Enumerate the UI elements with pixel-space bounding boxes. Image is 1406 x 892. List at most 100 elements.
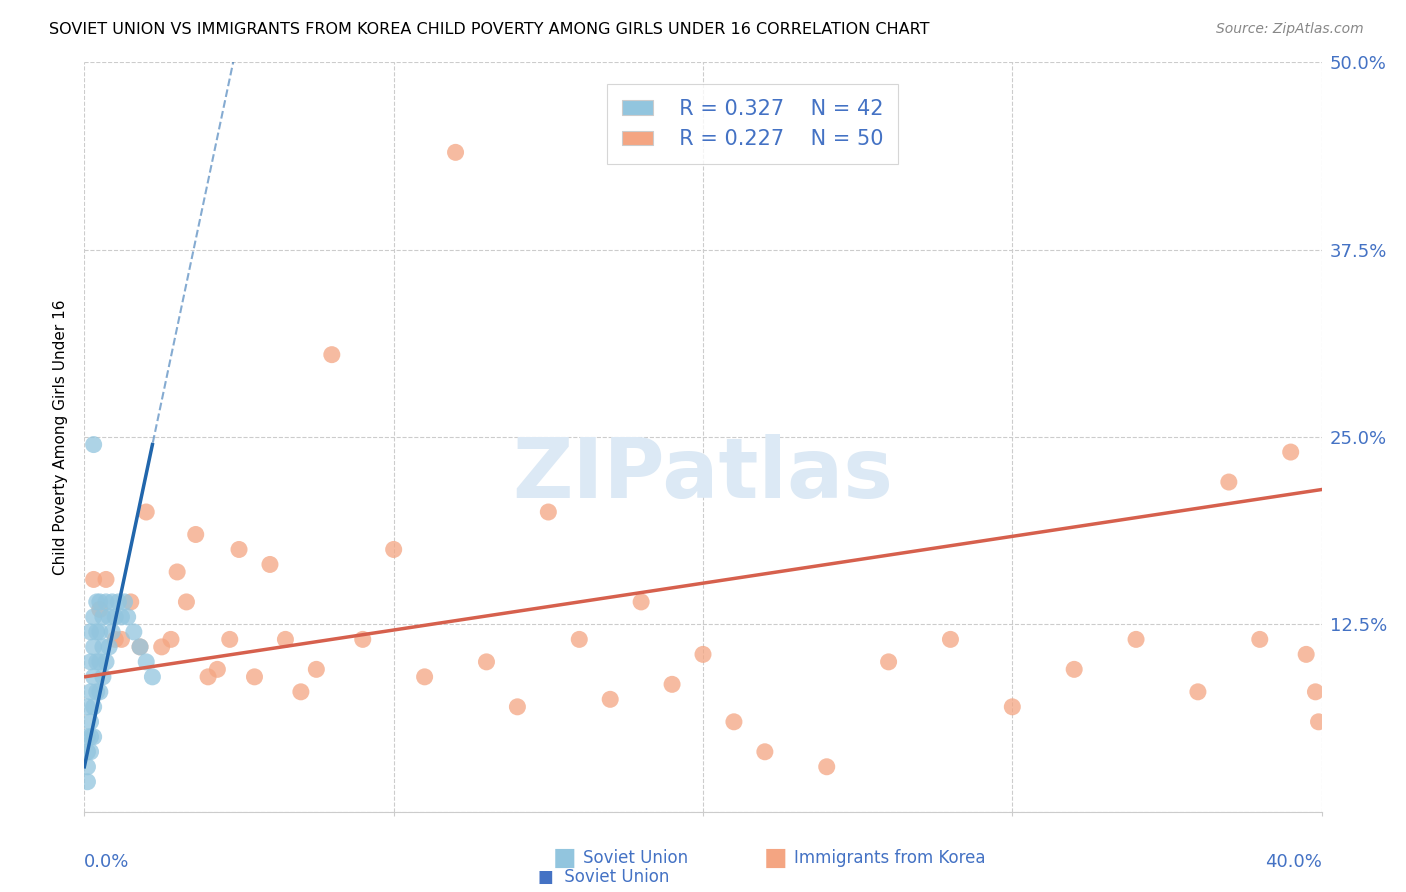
Point [184,527,207,541]
Point [94,573,117,587]
Point [91,640,114,654]
Point [274,632,297,647]
Point [83,730,105,744]
Point [1218,475,1240,489]
Point [79,745,101,759]
Point [117,610,139,624]
Point [91,670,114,684]
Point [104,610,127,624]
Text: 40.0%: 40.0% [1265,853,1322,871]
Text: Soviet Union: Soviet Union [583,849,689,867]
Point [94,595,117,609]
Point [79,714,101,729]
Point [79,685,101,699]
Point [89,685,111,699]
Point [321,348,343,362]
Point [135,505,157,519]
Point [352,632,374,647]
Point [141,670,163,684]
Point [723,714,745,729]
Point [1063,662,1085,676]
Point [76,760,98,774]
Point [98,640,121,654]
Point [120,595,142,609]
Point [207,662,229,676]
Point [1187,685,1209,699]
Point [692,648,714,662]
Point [122,624,145,639]
Point [537,505,560,519]
Point [91,610,114,624]
Point [89,602,111,616]
Text: Immigrants from Korea: Immigrants from Korea [794,849,986,867]
Point [1305,685,1327,699]
Point [83,573,105,587]
Point [382,542,405,557]
Point [98,610,121,624]
Point [568,632,591,647]
Point [150,640,173,654]
Point [1125,632,1147,647]
Point [79,730,101,744]
Text: ZIPatlas: ZIPatlas [513,434,893,515]
Point [599,692,621,706]
Point [104,632,127,647]
Point [259,558,281,572]
Point [83,437,105,451]
Point [114,595,136,609]
Text: ■  Soviet Union: ■ Soviet Union [538,868,669,886]
Point [129,640,152,654]
Point [94,655,117,669]
Point [129,640,152,654]
Point [630,595,652,609]
Legend:   R = 0.327    N = 42,   R = 0.227    N = 50: R = 0.327 N = 42, R = 0.227 N = 50 [607,84,897,163]
Point [89,595,111,609]
Point [160,632,183,647]
Point [101,595,124,609]
Point [110,610,132,624]
Point [79,655,101,669]
Point [243,670,266,684]
Point [877,655,900,669]
Y-axis label: Child Poverty Among Girls Under 16: Child Poverty Among Girls Under 16 [53,300,69,574]
Point [1308,714,1330,729]
Point [197,670,219,684]
Point [754,745,776,759]
Point [413,670,436,684]
Point [83,610,105,624]
Text: ■: ■ [763,847,787,870]
Point [76,745,98,759]
Point [135,655,157,669]
Point [1279,445,1302,459]
Point [89,624,111,639]
Point [86,595,108,609]
Point [86,685,108,699]
Point [218,632,240,647]
Point [290,685,312,699]
Point [305,662,328,676]
Point [76,774,98,789]
Point [86,624,108,639]
Text: ■: ■ [553,847,576,870]
Point [1001,699,1024,714]
Point [83,699,105,714]
Point [444,145,467,160]
Point [83,640,105,654]
Text: 0.0%: 0.0% [84,853,129,871]
Point [506,699,529,714]
Point [107,595,129,609]
Point [89,655,111,669]
Point [166,565,188,579]
Point [101,624,124,639]
Point [83,670,105,684]
Point [76,699,98,714]
Point [76,730,98,744]
Point [1295,648,1317,662]
Point [475,655,498,669]
Point [228,542,250,557]
Point [815,760,838,774]
Point [176,595,198,609]
Text: SOVIET UNION VS IMMIGRANTS FROM KOREA CHILD POVERTY AMONG GIRLS UNDER 16 CORRELA: SOVIET UNION VS IMMIGRANTS FROM KOREA CH… [49,22,929,37]
Point [86,655,108,669]
Point [79,624,101,639]
